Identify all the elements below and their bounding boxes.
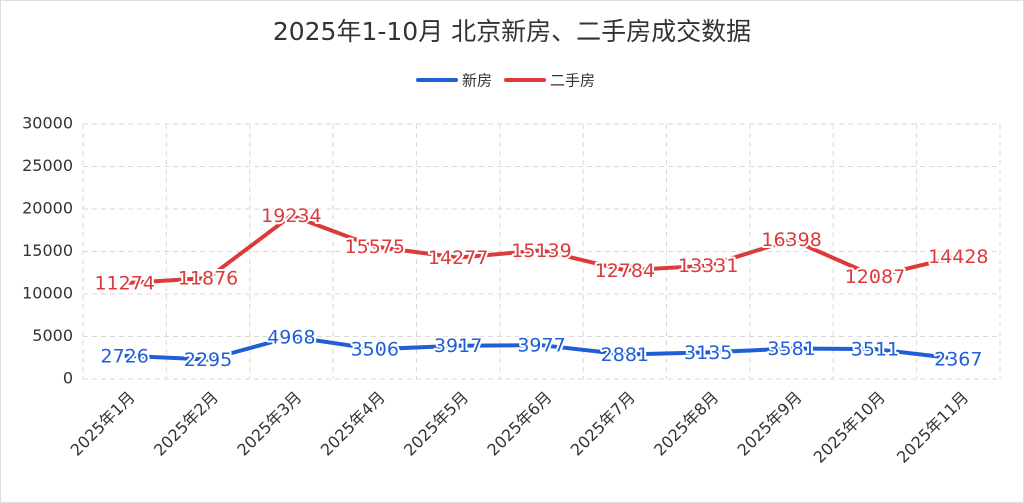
legend-label: 新房 xyxy=(462,72,492,90)
value-label: 3977 xyxy=(517,335,565,357)
value-label: 3581 xyxy=(767,338,815,360)
value-label: 2726 xyxy=(101,345,149,367)
y-tick-label: 5000 xyxy=(32,326,73,345)
value-label: 12784 xyxy=(595,260,655,282)
y-tick-label: 0 xyxy=(63,369,73,388)
legend-label: 二手房 xyxy=(550,72,595,90)
y-tick-label: 20000 xyxy=(22,199,73,218)
value-label: 3917 xyxy=(434,335,482,357)
value-label: 2295 xyxy=(184,349,232,371)
value-label: 11274 xyxy=(94,273,154,295)
value-label: 3511 xyxy=(851,339,899,361)
value-label: 14428 xyxy=(928,246,988,268)
value-label: 2881 xyxy=(601,344,649,366)
value-label: 3135 xyxy=(684,342,732,364)
y-tick-label: 15000 xyxy=(22,241,73,260)
y-tick-label: 30000 xyxy=(22,114,73,133)
y-tick-label: 25000 xyxy=(22,156,73,175)
value-label: 12087 xyxy=(845,266,905,288)
value-label: 11876 xyxy=(178,268,238,290)
value-label: 3506 xyxy=(351,339,399,361)
value-label: 4968 xyxy=(267,326,315,348)
series-line xyxy=(124,213,959,286)
value-label: 14277 xyxy=(428,247,488,269)
y-tick-label: 10000 xyxy=(22,284,73,303)
value-label: 15139 xyxy=(511,240,571,262)
value-label: 15575 xyxy=(345,236,405,258)
legend: 新房 二手房 xyxy=(416,72,595,90)
value-label: 16398 xyxy=(761,229,821,251)
chart-title: 2025年1-10月 北京新房、二手房成交数据 xyxy=(273,17,751,46)
value-label: 2367 xyxy=(934,348,982,370)
value-label: 13331 xyxy=(678,255,738,277)
value-label: 19234 xyxy=(261,205,321,227)
series-line xyxy=(124,334,959,362)
